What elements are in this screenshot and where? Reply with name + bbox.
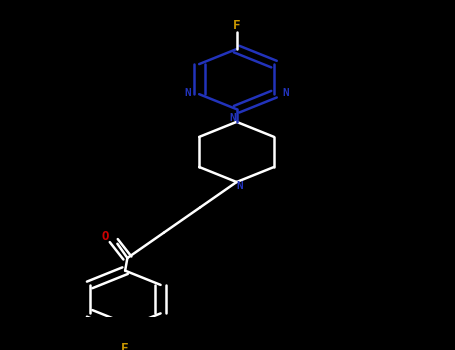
- Text: N: N: [230, 113, 236, 123]
- Text: N: N: [237, 181, 243, 191]
- Text: F: F: [233, 19, 240, 32]
- Text: F: F: [121, 342, 129, 350]
- Text: O: O: [102, 230, 109, 243]
- Text: N: N: [184, 88, 191, 98]
- Text: N: N: [282, 88, 289, 98]
